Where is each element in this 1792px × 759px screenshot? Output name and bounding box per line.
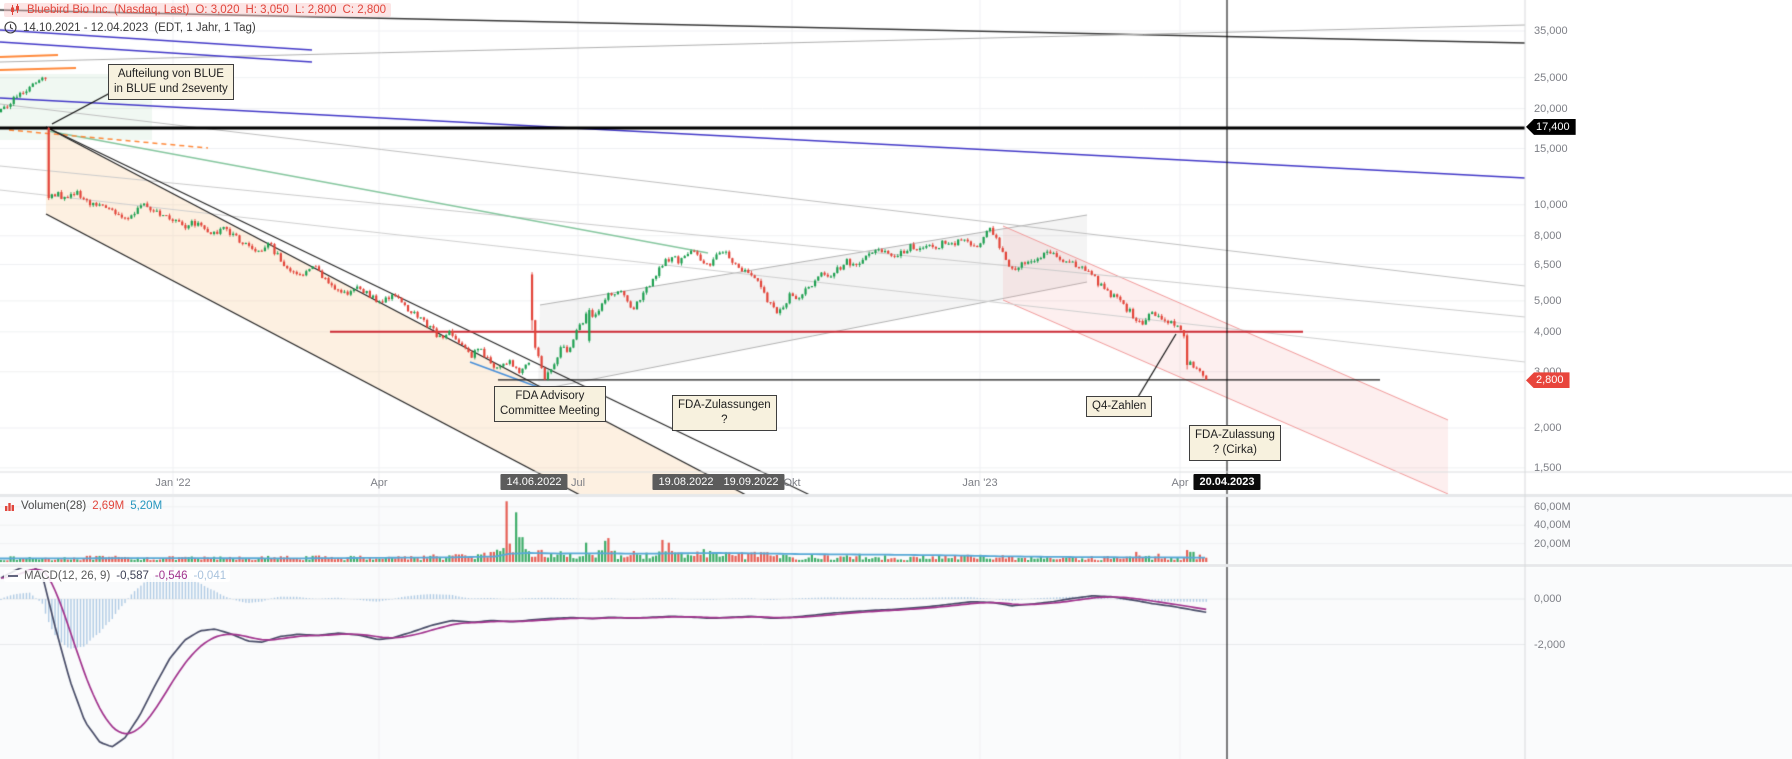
time-axis-event-badge: 19.09.2022 [717,474,785,490]
annotation-text: ? [721,413,728,426]
annotation-text: ? (Cirka) [1212,443,1257,456]
price-axis-label: 8,000 [1534,229,1562,242]
volume-ma-value: 5,20M [130,500,163,512]
volume-indicator-name: Volumen(28) [21,500,87,512]
volume-axis-label: 60,00M [1534,500,1571,513]
macd-axis-label: 0,000 [1534,593,1562,605]
price-axis-label: 5,000 [1534,294,1562,307]
price-axis-label: 25,000 [1534,71,1568,84]
annotation-text: FDA-Zulassung [1195,429,1275,441]
price-axis-label: 35,000 [1534,25,1568,37]
time-axis-label: Okt [783,477,801,489]
annotation-fda-zulassung-cirka[interactable]: FDA-Zulassung ? (Cirka) [1189,425,1281,461]
time-axis-label: Jan '23 [962,477,998,489]
time-axis-event-badge: 14.06.2022 [500,474,568,490]
annotation-fda-zulassungen[interactable]: FDA-Zulassungen ? [672,395,777,431]
crosshair-date-badge: 20.04.2023 [1193,474,1261,490]
ohlc-low: L: 2,800 [294,4,337,16]
macd-hist-value: -0,041 [193,570,227,582]
volume-legend[interactable]: Volumen(28) 2,69M 5,20M [4,500,162,512]
ohlc-high: H: 3,050 [245,4,289,16]
ohlc-open: O: 3,020 [195,4,240,16]
volume-axis-label: 20,00M [1534,537,1571,550]
annotation-text: Aufteilung von BLUE [117,68,224,80]
symbol-title: Bluebird Bio Inc. (Nasdaq, Last) [27,4,190,16]
price-axis-label: 20,000 [1534,102,1568,115]
time-axis-label: Jul [570,477,586,489]
annotation-fda-advisory[interactable]: FDA Advisory Committee Meeting [494,386,606,422]
price-axis-label: 1,500 [1534,461,1562,474]
volume-bars-icon [4,501,15,512]
symbol-legend[interactable]: Bluebird Bio Inc. (Nasdaq, Last) O: 3,02… [4,3,392,17]
macd-signal-value: -0,546 [154,570,188,582]
annotation-text: Committee Meeting [500,404,600,417]
date-range: 14.10.2021 - 12.04.2023 [23,21,149,34]
clock-icon [4,21,17,34]
volume-value: 2,69M [92,500,125,512]
annotation-text: FDA-Zulassungen [678,399,771,411]
macd-legend[interactable]: MACD(12, 26, 9) -0,587 -0,546 -0,041 [4,570,231,582]
macd-axis-label: -2,000 [1534,638,1566,651]
date-range-legend[interactable]: 14.10.2021 - 12.04.2023 (EDT, 1 Jahr, 1 … [4,21,256,34]
candlestick-series-icon [9,4,21,16]
session-info: (EDT, 1 Jahr, 1 Tag) [154,21,256,34]
volume-axis-label: 40,00M [1534,519,1571,532]
time-axis-event-badge: 19.08.2022 [652,474,720,490]
time-axis-label: Jan '22 [155,477,191,489]
time-axis-label: Apr [370,477,388,489]
macd-line-icon [8,573,18,579]
macd-indicator-name: MACD(12, 26, 9) [24,570,111,582]
price-axis-label: 10,000 [1534,198,1568,211]
annotation-q4-zahlen[interactable]: Q4-Zahlen [1086,396,1153,417]
annotation-text: in BLUE und 2seventy [114,82,228,95]
annotation-text: FDA Advisory [515,390,585,402]
time-axis-label: Apr [1171,477,1189,489]
last-price-badge: 2,800 [1526,372,1570,389]
macd-value: -0,587 [116,570,149,582]
price-level-badge: 17,400 [1526,118,1576,135]
price-axis-label: 15,000 [1534,142,1568,155]
ohlc-close: C: 2,800 [342,4,387,16]
annotation-split-blue[interactable]: Aufteilung von BLUE in BLUE und 2seventy [108,64,234,100]
price-axis-label: 4,000 [1534,325,1562,338]
price-axis-label: 6,500 [1534,258,1562,271]
annotation-text: Q4-Zahlen [1092,400,1147,412]
price-axis-label: 2,000 [1534,421,1562,434]
